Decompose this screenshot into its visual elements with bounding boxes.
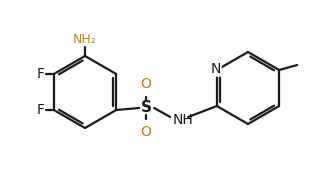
Text: O: O xyxy=(141,125,152,139)
Text: O: O xyxy=(141,77,152,91)
Text: F: F xyxy=(37,103,45,117)
Text: F: F xyxy=(37,67,45,81)
Text: S: S xyxy=(141,100,152,115)
Text: N: N xyxy=(211,62,221,76)
Text: NH: NH xyxy=(172,113,193,127)
Text: NH₂: NH₂ xyxy=(73,33,97,46)
